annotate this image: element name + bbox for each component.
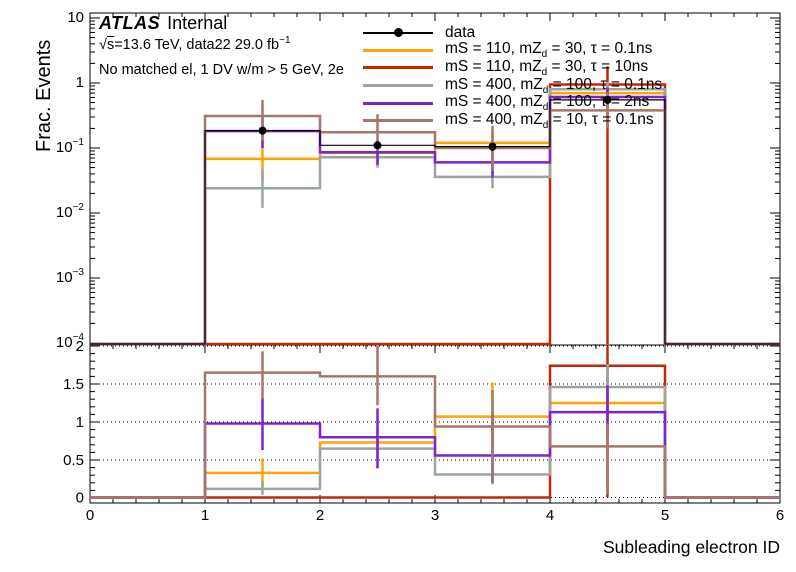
y-tick-label-main: 10−1: [56, 137, 85, 156]
legend-entry: mS = 110, mZd = 30, τ = 10ns: [363, 57, 662, 79]
legend-entry: mS = 400, mZd = 100, τ = 0.1ns: [363, 75, 663, 96]
data-point: [488, 142, 497, 151]
selection-label: No matched el, 1 DV w/m > 5 GeV, 2e: [99, 62, 344, 78]
y-tick-label-ratio: 0.5: [63, 452, 84, 469]
legend-label: mS = 400, mZd = 10, τ = 0.1ns: [445, 110, 654, 131]
x-tick-label: 3: [431, 507, 439, 524]
x-tick-label: 4: [546, 507, 554, 524]
legend-entry: data: [363, 24, 662, 42]
data-marker-icon: [394, 28, 403, 38]
legend-sample-line: [363, 60, 433, 75]
y-tick-label-main: 10−2: [56, 202, 85, 221]
legend-entry: mS = 110, mZd = 30, τ = 0.1ns: [363, 40, 662, 61]
legend-label: mS = 400, mZd = 100, τ = 0.1ns: [445, 75, 663, 96]
y-tick-label-main: 10: [67, 9, 84, 26]
legend-sample-line: [363, 78, 433, 93]
x-axis-title: Subleading electron ID: [602, 537, 780, 557]
atlas-label: ATLAS Internal: [99, 13, 227, 34]
y-tick-label-main: 1: [76, 74, 84, 91]
data-point: [603, 95, 612, 104]
hist-main-data: [90, 99, 780, 345]
x-tick-label: 6: [776, 507, 784, 524]
legend-sample-line: [363, 113, 433, 128]
y-tick-label-main: 10−4: [56, 332, 85, 351]
x-tick-label: 1: [201, 507, 209, 524]
x-tick-label: 0: [86, 507, 94, 524]
hist-main-mS110_mZd30_0p1ns: [90, 91, 780, 346]
legend-label: data: [445, 23, 476, 41]
y-tick-label-ratio: 2: [76, 338, 84, 355]
experiment-name: ATLAS: [99, 13, 161, 33]
x-tick-label: 2: [316, 507, 324, 524]
data-point: [373, 141, 382, 150]
legend-entry: mS = 400, mZd = 10, τ = 0.1ns: [363, 110, 662, 131]
legend-label: mS = 110, mZd = 30, τ = 0.1ns: [445, 40, 653, 61]
hist-ratio-mS400_mZd10_0p1ns: [90, 371, 780, 499]
legend-sample-line: [363, 25, 433, 40]
data-point: [258, 126, 267, 135]
legend-label: mS = 400, mZd = 100, τ = 2ns: [445, 93, 650, 114]
y-axis-title: Frac. Events: [33, 39, 55, 152]
legend-label: mS = 110, mZd = 30, τ = 10ns: [445, 57, 649, 79]
y-tick-label-ratio: 1.5: [63, 376, 84, 393]
legend: data mS = 110, mZd = 30, τ = 0.1ns mS = 11…: [363, 24, 663, 131]
legend-sample-line: [363, 43, 433, 58]
lumi-label: √s=13.6 TeV, data22 29.0 fb−1: [99, 35, 291, 53]
y-tick-label-ratio: 0: [76, 490, 84, 507]
legend-sample-line: [363, 96, 433, 111]
x-tick-label: 5: [661, 507, 669, 524]
y-tick-label-main: 10−3: [56, 267, 85, 286]
label-status: Internal: [167, 13, 228, 33]
y-tick-label-ratio: 1: [76, 414, 84, 431]
legend-entry: mS = 400, mZd = 100, τ = 2ns: [363, 93, 662, 114]
